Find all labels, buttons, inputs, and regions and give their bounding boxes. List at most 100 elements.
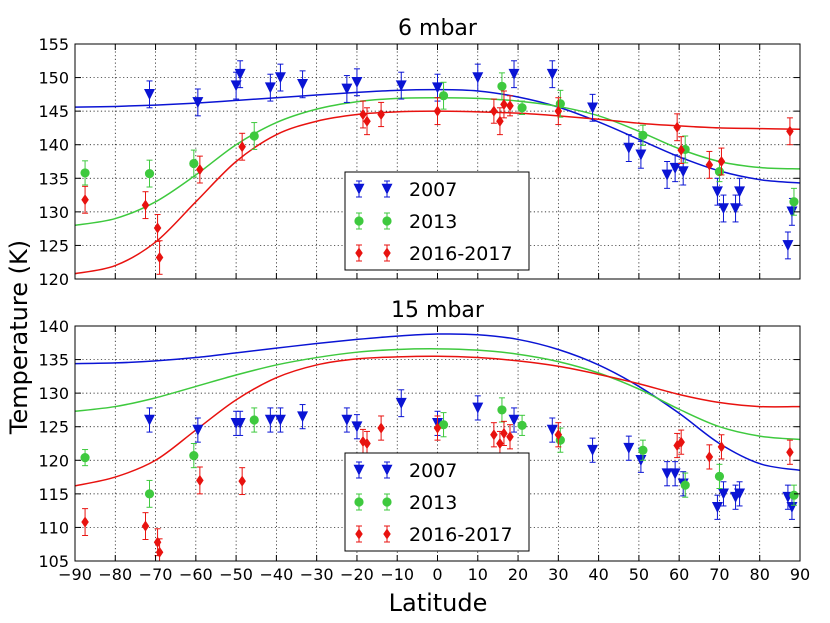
data-point-2016-2017 bbox=[377, 422, 385, 434]
legend: 2007 2013 2016-2017 bbox=[344, 452, 530, 552]
y-tick-label: 140 bbox=[38, 136, 69, 155]
data-point-2007 bbox=[297, 78, 309, 90]
y-tick-label: 145 bbox=[38, 102, 69, 121]
data-point-2016-2017 bbox=[554, 105, 563, 117]
y-tick-label: 155 bbox=[38, 35, 69, 54]
data-point-2013 bbox=[517, 420, 527, 430]
data-point-2007 bbox=[234, 418, 246, 430]
y-tick-label: 115 bbox=[38, 485, 69, 504]
data-point-2016-2017 bbox=[717, 441, 726, 453]
x-tick-label: −50 bbox=[219, 565, 253, 584]
data-point-2013 bbox=[438, 420, 449, 430]
data-point-2013 bbox=[144, 168, 155, 179]
data-point-2016-2017 bbox=[705, 451, 714, 463]
x-tick-label: −60 bbox=[179, 565, 213, 584]
data-points bbox=[80, 60, 799, 275]
data-point-2007 bbox=[432, 82, 443, 94]
data-point-2016-2017 bbox=[196, 474, 204, 486]
data-point-2013 bbox=[80, 168, 90, 178]
data-point-2016-2017 bbox=[81, 194, 89, 206]
x-tick-label: 40 bbox=[588, 565, 608, 584]
data-point-2007 bbox=[274, 72, 286, 84]
data-point-2007 bbox=[587, 102, 599, 114]
data-point-2013 bbox=[789, 197, 799, 207]
y-tick-label: 130 bbox=[38, 203, 69, 222]
legend-entry-2016-2017: 2016-2017 bbox=[355, 524, 513, 546]
data-point-2013 bbox=[680, 480, 690, 490]
data-point-2007 bbox=[587, 444, 599, 456]
data-point-2007 bbox=[669, 468, 681, 480]
data-point-2007 bbox=[472, 72, 484, 84]
data-point-2016-2017 bbox=[433, 105, 442, 117]
data-point-2013 bbox=[789, 490, 799, 500]
legend-box bbox=[344, 171, 530, 271]
data-point-2007 bbox=[782, 240, 794, 252]
data-point-2016-2017 bbox=[717, 155, 726, 168]
data-point-2013 bbox=[249, 415, 259, 425]
data-point-2016-2017 bbox=[377, 108, 385, 121]
data-point-2007 bbox=[623, 142, 635, 154]
panel-title: 15 mbar bbox=[391, 298, 485, 323]
panel-title: 6 mbar bbox=[398, 16, 478, 41]
data-point-2007 bbox=[734, 186, 746, 198]
data-point-2016-2017 bbox=[677, 436, 685, 448]
data-point-2007 bbox=[635, 149, 647, 161]
data-point-2016-2017 bbox=[490, 429, 498, 441]
legend-marker bbox=[381, 183, 393, 195]
x-tick-label: 10 bbox=[468, 565, 488, 584]
data-point-2007 bbox=[230, 80, 242, 92]
data-point-2007 bbox=[546, 68, 558, 80]
y-tick-label: 125 bbox=[38, 236, 69, 255]
data-point-2007 bbox=[341, 414, 353, 426]
data-point-2016-2017 bbox=[786, 125, 794, 137]
data-point-2007 bbox=[395, 80, 407, 92]
data-point-2007 bbox=[669, 162, 681, 174]
data-point-2013 bbox=[497, 81, 507, 91]
y-tick-label: 140 bbox=[38, 317, 69, 336]
data-point-2013 bbox=[189, 450, 199, 461]
legend-marker bbox=[354, 497, 364, 507]
x-tick-label: 0 bbox=[432, 565, 442, 584]
data-point-2016-2017 bbox=[490, 105, 498, 117]
data-point-2007 bbox=[395, 397, 407, 409]
legend-entry-2013: 2013 bbox=[354, 211, 457, 233]
data-point-2013 bbox=[249, 131, 259, 141]
data-point-2016-2017 bbox=[677, 144, 685, 156]
ticks: 120 125 130 135 140 145 150 155 bbox=[38, 35, 801, 289]
x-tick-label: −10 bbox=[380, 565, 414, 584]
x-tick-label: −90 bbox=[58, 565, 92, 584]
data-point-2013 bbox=[80, 453, 90, 463]
legend-label: 2007 bbox=[409, 460, 457, 482]
data-point-2007 bbox=[351, 76, 363, 88]
legend-marker bbox=[355, 247, 363, 259]
data-point-2007 bbox=[192, 424, 204, 436]
legend-box bbox=[344, 452, 530, 552]
data-point-2016-2017 bbox=[500, 427, 508, 439]
data-point-2016-2017 bbox=[359, 108, 367, 121]
data-point-2007 bbox=[661, 468, 673, 480]
x-tick-label: 70 bbox=[709, 565, 729, 584]
data-point-2016-2017 bbox=[141, 199, 150, 211]
data-point-2007 bbox=[472, 402, 484, 414]
data-point-2007 bbox=[192, 97, 204, 109]
data-point-2007 bbox=[297, 411, 309, 423]
data-point-2013 bbox=[714, 471, 725, 482]
data-point-2016-2017 bbox=[506, 100, 514, 112]
y-tick-label: 125 bbox=[38, 418, 69, 437]
data-point-2007 bbox=[717, 203, 729, 215]
y-tick-label: 120 bbox=[38, 451, 69, 470]
fit-curve-2007 bbox=[75, 333, 800, 472]
data-point-2007 bbox=[717, 488, 729, 500]
legend: 2007 2013 2016-2017 bbox=[344, 171, 530, 271]
legend-label: 2013 bbox=[409, 211, 457, 233]
legend-label: 2016-2017 bbox=[409, 524, 513, 546]
data-point-2016-2017 bbox=[496, 437, 504, 450]
legend-entry-2016-2017: 2016-2017 bbox=[355, 243, 513, 265]
legend-label: 2013 bbox=[409, 492, 457, 514]
data-point-2007 bbox=[234, 68, 246, 80]
data-point-2007 bbox=[144, 414, 155, 426]
data-point-2007 bbox=[730, 203, 742, 215]
data-point-2007 bbox=[734, 488, 746, 500]
data-point-2013 bbox=[555, 99, 565, 109]
